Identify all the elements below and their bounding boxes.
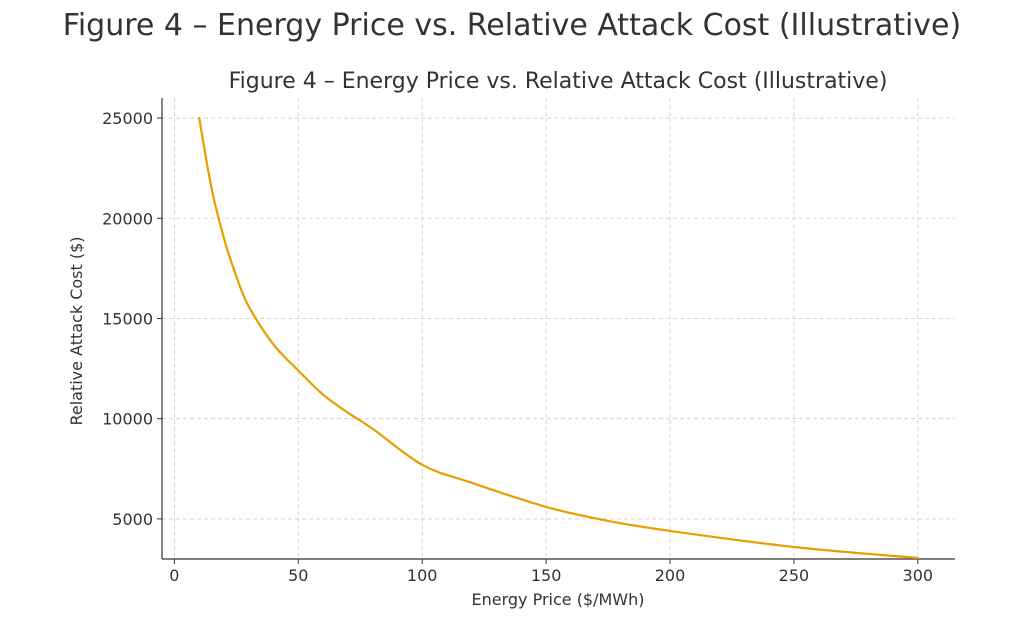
chart-title: Figure 4 – Energy Price vs. Relative Att… — [229, 69, 888, 94]
axes — [157, 98, 955, 564]
tick-labels: 0 50 100 150 200 250 300 5000 10000 15000 20000 250… — [102, 109, 933, 585]
series-line — [198, 116, 919, 560]
data-series — [198, 116, 919, 560]
x-tick-label: 250 — [779, 566, 810, 585]
y-axis-label: Relative Attack Cost ($) — [67, 236, 86, 425]
y-tick-label: 15000 — [102, 309, 153, 328]
y-tick-label: 10000 — [102, 410, 153, 429]
figure-title: Figure 4 – Energy Price vs. Relative Att… — [62, 8, 962, 43]
x-tick-label: 100 — [407, 566, 438, 585]
x-tick-label: 150 — [531, 566, 562, 585]
x-tick-label: 300 — [903, 566, 934, 585]
x-tick-label: 0 — [169, 566, 179, 585]
x-axis-label: Energy Price ($/MWh) — [471, 590, 644, 609]
x-tick-label: 50 — [288, 566, 308, 585]
y-tick-label: 20000 — [102, 209, 153, 228]
x-tick-label: 200 — [655, 566, 686, 585]
grid-lines — [162, 98, 955, 559]
y-tick-label: 5000 — [112, 510, 153, 529]
y-tick-label: 25000 — [102, 109, 153, 128]
